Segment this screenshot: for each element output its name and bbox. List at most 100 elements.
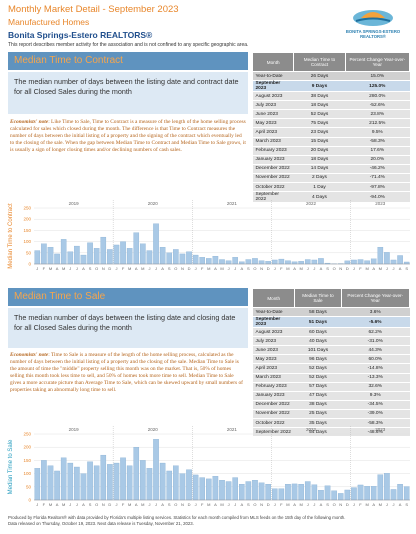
x-tick-label: N — [181, 502, 184, 507]
x-tick-label: A — [82, 266, 85, 271]
year-label: 2019 — [69, 427, 80, 432]
bar — [397, 255, 403, 265]
table-cell: Year-to-Date — [252, 307, 295, 318]
bar — [318, 490, 324, 501]
table-cell: May 2023 — [252, 118, 294, 129]
x-tick-label: F — [122, 266, 125, 271]
x-tick-label: M — [299, 266, 302, 271]
table-row: February 2023 57 Days 32.6% — [252, 382, 410, 392]
x-tick-label: J — [195, 266, 197, 271]
title: Monthly Market Detail - September 2023 — [8, 4, 179, 15]
x-tick-label: N — [260, 502, 263, 507]
bar — [397, 484, 403, 501]
bar — [166, 470, 173, 501]
table-cell: -13.3% — [341, 373, 410, 383]
bar — [239, 261, 245, 265]
column-header: Median Time to Contract — [293, 52, 346, 72]
x-tick-label: F — [43, 266, 46, 271]
x-tick-label: A — [214, 502, 217, 507]
note-label: Economists' note — [10, 352, 49, 358]
x-tick-label: A — [161, 266, 164, 271]
table-row: July 2023 18 Days -52.6% — [252, 100, 410, 111]
bar — [225, 260, 232, 265]
section-description: The median number of days between the li… — [8, 308, 248, 348]
x-tick-label: F — [201, 266, 204, 271]
bar — [54, 253, 60, 265]
table-cell: -52.6% — [345, 100, 410, 111]
bar — [54, 470, 60, 501]
x-tick-label: J — [36, 266, 38, 271]
bar — [351, 259, 357, 265]
table-cell: April 2023 — [252, 127, 294, 138]
x-tick-label: J — [228, 266, 230, 271]
table-cell: 17.6% — [345, 146, 410, 156]
x-tick-label: J — [76, 502, 78, 507]
column-header: Percent Change Year-over-Year — [344, 52, 411, 72]
bar — [74, 466, 80, 501]
subtitle: Manufactured Homes — [8, 17, 90, 27]
table-cell: June 2023 — [252, 345, 295, 356]
bar — [364, 260, 370, 265]
table-cell: July 2023 — [252, 100, 294, 111]
x-tick-label: O — [174, 266, 177, 271]
table-row: Year-to-Date 26 Days 15.0% — [252, 71, 410, 82]
x-tick-label: A — [56, 502, 59, 507]
bar — [34, 468, 41, 501]
x-tick-label: M — [49, 502, 52, 507]
y-tick-label: 100 — [23, 239, 31, 244]
table-cell: 25 Days — [294, 409, 341, 420]
bar — [34, 250, 41, 265]
table-cell: May 2023 — [252, 354, 295, 365]
bar — [219, 480, 225, 501]
note-label: Economists' note — [10, 119, 49, 125]
chart: Median Time to Contract 0 50 100 150 200 250 20… — [8, 200, 410, 271]
bar — [239, 484, 245, 501]
table-cell: -97.8% — [345, 182, 410, 193]
table-cell: 14 Days — [293, 164, 346, 174]
bar — [159, 247, 166, 265]
table-cell: 38 Days — [293, 91, 346, 102]
bar — [390, 489, 397, 501]
table-cell: 1 Day — [293, 182, 346, 193]
bar — [133, 447, 140, 501]
table-cell: February 2023 — [252, 382, 295, 392]
table-cell: April 2023 — [252, 363, 295, 374]
bar — [311, 259, 318, 265]
bar — [324, 485, 331, 501]
x-tick-label: J — [148, 266, 150, 271]
bar — [331, 490, 337, 501]
table-cell: -94.0% — [345, 191, 410, 204]
bar — [337, 493, 344, 501]
x-tick-label: M — [365, 502, 368, 507]
x-tick-label: J — [393, 502, 395, 507]
bar — [146, 468, 153, 501]
table-cell: 2 Days — [293, 173, 346, 184]
x-tick-label: D — [188, 502, 191, 507]
bar — [357, 484, 364, 501]
bar — [252, 258, 258, 265]
x-tick-label: J — [69, 502, 71, 507]
table-cell: 20.0% — [345, 155, 410, 165]
table-row: October 2022 1 Day -97.8% — [252, 182, 410, 193]
footer-line: Data released on Thursday, October 19, 2… — [8, 521, 194, 526]
bar — [173, 465, 179, 501]
table-row: August 2023 38 Days 280.0% — [252, 91, 410, 102]
x-tick-label: M — [379, 502, 382, 507]
year-label: 2021 — [227, 427, 238, 432]
bar — [232, 477, 238, 501]
x-tick-label: M — [286, 266, 289, 271]
section-banner: Median Time to Sale — [8, 288, 248, 306]
x-tick-label: N — [339, 502, 342, 507]
table-cell: November 2022 — [252, 173, 294, 184]
note-text: : Time to Sale is a measure of the lengt… — [10, 352, 243, 393]
table-cell: 4 Days — [293, 191, 346, 204]
table-row: December 2022 38 Days -34.5% — [252, 400, 410, 410]
table-row: January 2023 47 Days 9.3% — [252, 391, 410, 401]
table-cell: September 2023 — [252, 316, 295, 329]
bar — [271, 259, 278, 265]
table-cell: 52 Days — [294, 373, 341, 383]
bar — [47, 465, 54, 501]
table-cell: December 2022 — [252, 400, 295, 410]
bar — [351, 487, 357, 501]
x-tick-label: A — [214, 266, 217, 271]
